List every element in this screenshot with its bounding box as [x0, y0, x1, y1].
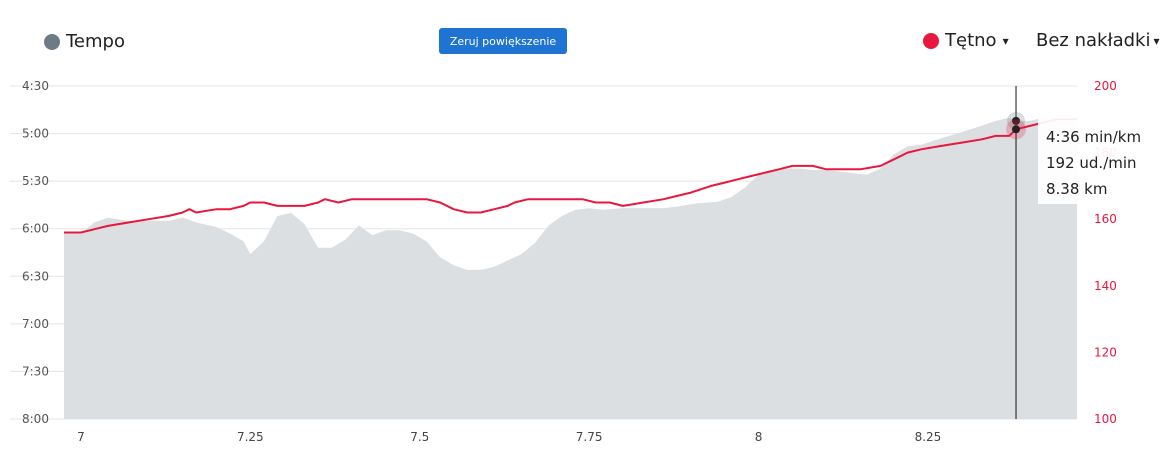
left-tick-label: 8:00 [22, 412, 49, 426]
tooltip-distance: 8.38 km [1046, 180, 1108, 198]
pace-area-layer [64, 117, 1077, 419]
heart-rate-line [64, 118, 1077, 234]
left-tick-label: 5:00 [22, 127, 49, 141]
right-tick-label: 200 [1094, 79, 1117, 93]
x-tick-label: 7.25 [237, 430, 264, 444]
pace-marker [1012, 116, 1021, 125]
x-tick-label: 8.25 [915, 430, 942, 444]
pace-legend-label: Tempo [66, 31, 125, 52]
tooltip-pace: 4:36 min/km [1046, 128, 1142, 146]
heart-rate-legend-dot [923, 32, 939, 49]
left-tick-label: 7:00 [22, 317, 49, 331]
right-tick-label: 160 [1094, 212, 1117, 226]
overlay-selector-label: Bez nakładki [1036, 30, 1151, 51]
right-tick-label: 100 [1094, 412, 1117, 426]
heart-rate-legend-label: Tętno [945, 30, 997, 51]
left-tick-label: 6:00 [22, 222, 49, 236]
tooltip-heart-rate: 192 ud./min [1046, 154, 1137, 172]
pace-area [64, 117, 1077, 419]
left-tick-label: 7:30 [22, 364, 49, 378]
pace-legend-dot [44, 33, 60, 50]
left-axis-ticks: 4:30 5:00 5:30 6:00 6:30 7:00 7:30 8:00 [22, 79, 49, 426]
heart-rate-marker [1012, 125, 1021, 134]
chevron-down-icon: ▾ [1153, 33, 1160, 48]
right-tick-label: 140 [1094, 279, 1117, 293]
x-tick-label: 8 [755, 430, 763, 444]
x-axis-ticks: 7 7.25 7.5 7.75 8 8.25 [77, 430, 941, 444]
right-tick-label: 120 [1094, 345, 1117, 359]
crosshair-layer [1006, 86, 1027, 419]
heart-rate-line-layer [64, 118, 1077, 234]
chevron-down-icon: ▾ [1002, 33, 1009, 48]
overlay-selector[interactable]: Bez nakładki ▾ [1036, 30, 1159, 51]
x-tick-label: 7.75 [576, 430, 603, 444]
x-tick-label: 7.5 [410, 430, 429, 444]
left-tick-label: 4:30 [22, 79, 49, 93]
left-tick-label: 5:30 [22, 174, 49, 188]
left-tick-label: 6:30 [22, 269, 49, 283]
reset-zoom-button[interactable]: Zeruj powiększenie [439, 28, 567, 54]
heart-rate-series-selector[interactable]: Tętno ▾ [923, 30, 1009, 51]
x-tick-label: 7 [77, 430, 85, 444]
data-tooltip: 4:36 min/km 192 ud./min 8.38 km [1038, 118, 1154, 204]
pace-legend-item[interactable]: Tempo [44, 31, 125, 52]
